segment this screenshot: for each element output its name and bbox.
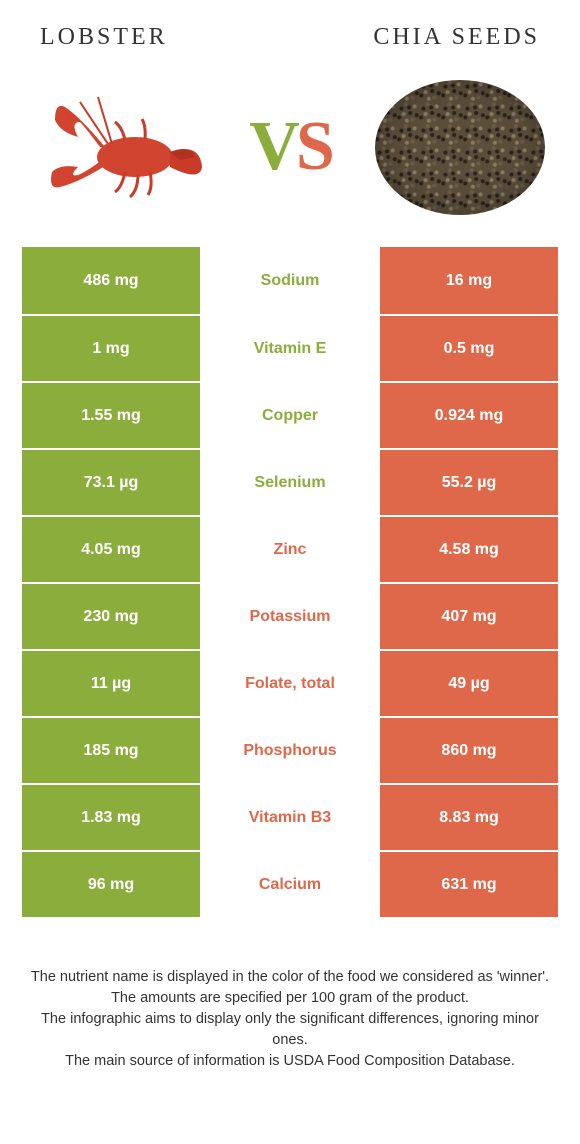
right-value-cell: 49 µg [380,651,558,716]
lobster-image [30,67,210,227]
left-value-cell: 73.1 µg [22,450,200,515]
table-row: 185 mgPhosphorus860 mg [22,716,558,783]
nutrient-label: Copper [200,383,380,448]
nutrient-label: Phosphorus [200,718,380,783]
right-value-cell: 16 mg [380,247,558,314]
table-row: 230 mgPotassium407 mg [22,582,558,649]
right-value-cell: 55.2 µg [380,450,558,515]
vs-label: VS [249,107,331,187]
table-row: 1.83 mgVitamin B38.83 mg [22,783,558,850]
left-value-cell: 1 mg [22,316,200,381]
nutrient-label: Calcium [200,852,380,917]
left-value-cell: 1.83 mg [22,785,200,850]
comparison-table: 486 mgSodium16 mg1 mgVitamin E0.5 mg1.55… [22,247,558,917]
vs-s: S [296,108,331,185]
nutrient-label: Zinc [200,517,380,582]
footnote-line: The amounts are specified per 100 gram o… [30,988,550,1009]
footnote-line: The main source of information is USDA F… [30,1051,550,1072]
right-value-cell: 0.924 mg [380,383,558,448]
right-value-cell: 860 mg [380,718,558,783]
table-row: 486 mgSodium16 mg [22,247,558,314]
nutrient-label: Potassium [200,584,380,649]
header-row: Lobster Chia seeds [0,0,580,61]
table-row: 73.1 µgSelenium55.2 µg [22,448,558,515]
nutrient-label: Vitamin E [200,316,380,381]
right-value-cell: 631 mg [380,852,558,917]
right-value-cell: 4.58 mg [380,517,558,582]
vs-v: V [249,108,296,185]
images-row: VS [0,61,580,247]
right-value-cell: 8.83 mg [380,785,558,850]
left-value-cell: 185 mg [22,718,200,783]
left-value-cell: 1.55 mg [22,383,200,448]
table-row: 1.55 mgCopper0.924 mg [22,381,558,448]
nutrient-label: Sodium [200,247,380,314]
chia-seeds-image [370,67,550,227]
right-food-title: Chia seeds [373,24,540,51]
seed-pile-icon [375,80,545,215]
table-row: 1 mgVitamin E0.5 mg [22,314,558,381]
infographic-container: Lobster Chia seeds [0,0,580,1072]
right-value-cell: 407 mg [380,584,558,649]
nutrient-label: Vitamin B3 [200,785,380,850]
right-value-cell: 0.5 mg [380,316,558,381]
left-value-cell: 11 µg [22,651,200,716]
left-value-cell: 4.05 mg [22,517,200,582]
left-value-cell: 230 mg [22,584,200,649]
left-food-title: Lobster [40,24,168,51]
left-value-cell: 96 mg [22,852,200,917]
nutrient-label: Folate, total [200,651,380,716]
footnote-line: The infographic aims to display only the… [30,1009,550,1051]
left-value-cell: 486 mg [22,247,200,314]
table-row: 4.05 mgZinc4.58 mg [22,515,558,582]
nutrient-label: Selenium [200,450,380,515]
table-row: 96 mgCalcium631 mg [22,850,558,917]
footnote-block: The nutrient name is displayed in the co… [0,917,580,1072]
footnote-line: The nutrient name is displayed in the co… [30,967,550,988]
table-row: 11 µgFolate, total49 µg [22,649,558,716]
